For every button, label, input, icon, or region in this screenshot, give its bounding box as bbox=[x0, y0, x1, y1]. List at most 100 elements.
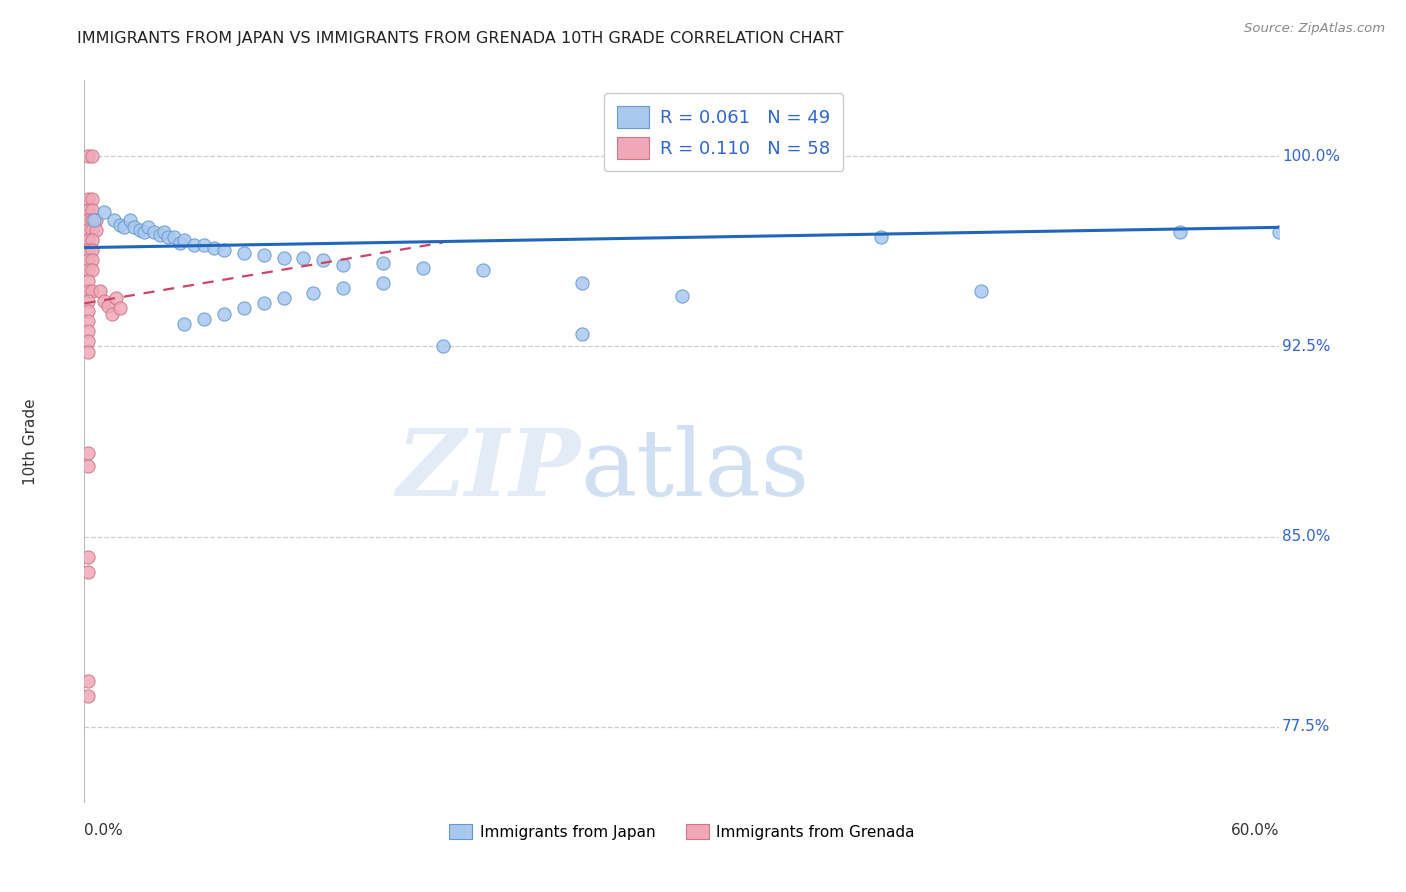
Text: 100.0%: 100.0% bbox=[1282, 149, 1340, 164]
Point bbox=[101, 306, 124, 320]
Point bbox=[82, 284, 104, 298]
Point bbox=[253, 296, 276, 310]
Point bbox=[77, 324, 100, 338]
Point bbox=[89, 284, 111, 298]
Point bbox=[93, 205, 115, 219]
Point bbox=[77, 344, 100, 359]
Point bbox=[292, 251, 315, 265]
Point bbox=[77, 458, 100, 473]
Point bbox=[173, 233, 195, 247]
Point bbox=[157, 230, 180, 244]
Text: 92.5%: 92.5% bbox=[1282, 339, 1330, 354]
Point bbox=[77, 193, 100, 207]
Point bbox=[93, 293, 115, 308]
Point bbox=[82, 253, 104, 268]
Text: 0.0%: 0.0% bbox=[84, 823, 124, 838]
Point bbox=[77, 263, 100, 277]
Text: ZIP: ZIP bbox=[396, 425, 581, 516]
Point bbox=[143, 226, 166, 240]
Point bbox=[412, 260, 434, 275]
Point bbox=[82, 149, 104, 163]
Point bbox=[132, 226, 156, 240]
Text: IMMIGRANTS FROM JAPAN VS IMMIGRANTS FROM GRENADA 10TH GRADE CORRELATION CHART: IMMIGRANTS FROM JAPAN VS IMMIGRANTS FROM… bbox=[77, 31, 844, 46]
Point bbox=[105, 291, 128, 305]
Point bbox=[77, 314, 100, 328]
Point bbox=[193, 311, 215, 326]
Point bbox=[471, 263, 494, 277]
Point bbox=[77, 233, 100, 247]
Point bbox=[77, 690, 100, 704]
Point bbox=[163, 230, 186, 244]
Point bbox=[253, 248, 276, 262]
Point bbox=[77, 149, 100, 163]
Point bbox=[232, 245, 254, 260]
Point bbox=[671, 289, 693, 303]
Point bbox=[312, 253, 335, 268]
Point bbox=[83, 212, 105, 227]
Point bbox=[77, 212, 100, 227]
Point bbox=[77, 243, 100, 257]
Text: 60.0%: 60.0% bbox=[1232, 823, 1279, 838]
Point bbox=[77, 253, 100, 268]
Point bbox=[373, 256, 395, 270]
Point bbox=[77, 549, 100, 564]
Legend: Immigrants from Japan, Immigrants from Grenada: Immigrants from Japan, Immigrants from G… bbox=[443, 818, 921, 846]
Point bbox=[193, 238, 215, 252]
Point bbox=[77, 223, 100, 237]
Point bbox=[82, 233, 104, 247]
Point bbox=[82, 223, 104, 237]
Point bbox=[202, 241, 225, 255]
Point bbox=[103, 212, 125, 227]
Point bbox=[77, 274, 100, 288]
Point bbox=[82, 193, 104, 207]
Point bbox=[120, 212, 142, 227]
Point bbox=[129, 223, 152, 237]
Text: Source: ZipAtlas.com: Source: ZipAtlas.com bbox=[1244, 22, 1385, 36]
Point bbox=[970, 284, 993, 298]
Point bbox=[110, 301, 132, 316]
Point bbox=[571, 276, 593, 290]
Point bbox=[136, 220, 159, 235]
Point bbox=[1268, 226, 1291, 240]
Point bbox=[212, 306, 235, 320]
Point bbox=[97, 299, 120, 313]
Point bbox=[77, 284, 100, 298]
Point bbox=[82, 202, 104, 217]
Point bbox=[232, 301, 254, 316]
Point bbox=[870, 230, 893, 244]
Point bbox=[82, 212, 104, 227]
Point bbox=[432, 339, 454, 353]
Point bbox=[212, 243, 235, 257]
Point bbox=[153, 226, 176, 240]
Point bbox=[373, 276, 395, 290]
Point bbox=[112, 220, 135, 235]
Point bbox=[77, 202, 100, 217]
Point bbox=[86, 212, 108, 227]
Point bbox=[82, 263, 104, 277]
Point bbox=[173, 317, 195, 331]
Text: 77.5%: 77.5% bbox=[1282, 719, 1330, 734]
Point bbox=[77, 304, 100, 318]
Point bbox=[273, 251, 295, 265]
Point bbox=[82, 243, 104, 257]
Point bbox=[1168, 226, 1191, 240]
Point bbox=[86, 223, 108, 237]
Point bbox=[571, 326, 593, 341]
Point bbox=[77, 334, 100, 349]
Text: 10th Grade: 10th Grade bbox=[22, 398, 38, 485]
Point bbox=[302, 286, 325, 301]
Point bbox=[77, 293, 100, 308]
Point bbox=[169, 235, 191, 250]
Point bbox=[77, 565, 100, 579]
Point bbox=[273, 291, 295, 305]
Point bbox=[110, 218, 132, 232]
Point bbox=[149, 227, 172, 242]
Text: atlas: atlas bbox=[581, 425, 810, 516]
Text: 85.0%: 85.0% bbox=[1282, 529, 1330, 544]
Point bbox=[183, 238, 205, 252]
Point bbox=[122, 220, 145, 235]
Point bbox=[77, 674, 100, 689]
Point bbox=[332, 258, 354, 272]
Point bbox=[332, 281, 354, 295]
Point bbox=[77, 446, 100, 460]
